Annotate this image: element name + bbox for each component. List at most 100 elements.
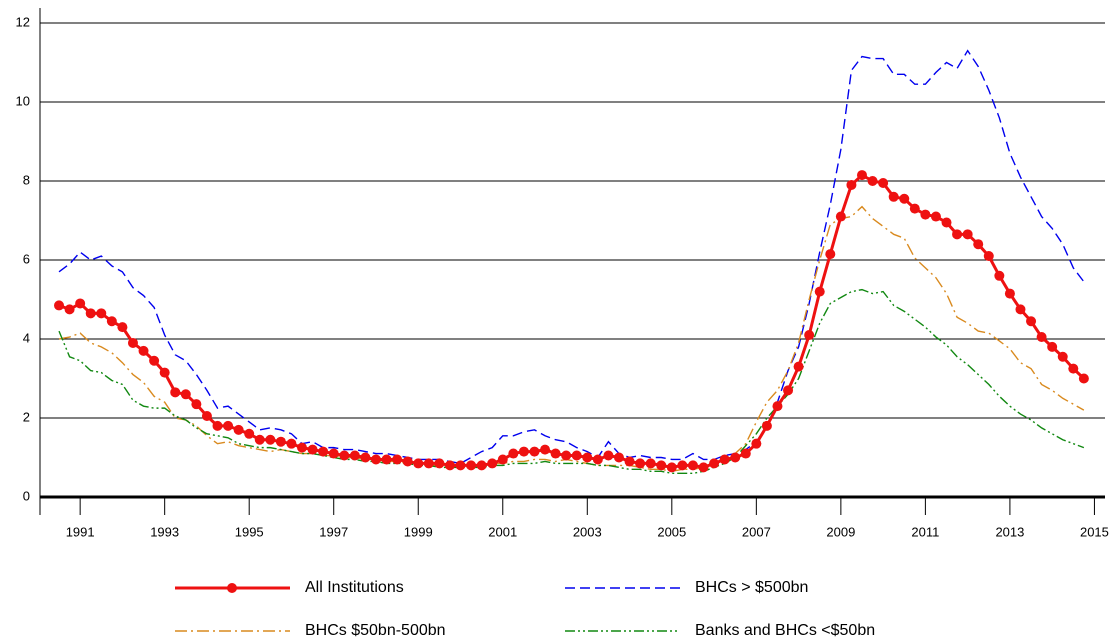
data-point (825, 249, 836, 260)
data-point (603, 450, 614, 461)
data-point (117, 322, 128, 333)
x-tick-label: 2005 (657, 524, 686, 539)
data-point (772, 401, 783, 412)
legend-label: BHCs > $500bn (695, 579, 808, 596)
data-point (85, 308, 96, 319)
data-point (201, 411, 212, 422)
data-point (487, 458, 498, 469)
data-point (909, 203, 920, 214)
y-tick-label: 0 (23, 488, 30, 503)
data-point (455, 460, 466, 471)
data-point (804, 330, 815, 341)
data-point (413, 458, 424, 469)
data-point (635, 458, 646, 469)
data-point (624, 456, 635, 467)
x-tick-label: 1997 (319, 524, 348, 539)
data-point (508, 448, 519, 459)
data-point (592, 454, 603, 465)
data-point (930, 211, 941, 222)
data-point (297, 442, 308, 453)
data-point (540, 444, 551, 455)
data-point (265, 434, 276, 445)
data-point (761, 420, 772, 431)
data-point (244, 428, 255, 439)
data-point (1057, 351, 1068, 362)
data-point (687, 460, 698, 471)
data-point (783, 385, 794, 396)
series-line (58, 205, 1085, 473)
series-line (58, 288, 1085, 474)
data-point (814, 286, 825, 297)
y-tick-label: 8 (23, 172, 30, 187)
data-point (212, 420, 223, 431)
data-point (962, 229, 973, 240)
data-point (328, 448, 339, 459)
y-tick-label: 6 (23, 251, 30, 266)
data-point (275, 436, 286, 447)
data-point (318, 446, 329, 457)
data-point (466, 460, 477, 471)
data-point (54, 300, 65, 311)
data-point (75, 298, 86, 309)
y-tick-label: 2 (23, 409, 30, 424)
x-tick-label: 2015 (1080, 524, 1109, 539)
data-point (233, 424, 244, 435)
data-point (444, 460, 455, 471)
data-point (740, 448, 751, 459)
data-point (1036, 332, 1047, 343)
x-tick-label: 1995 (235, 524, 264, 539)
y-tick-label: 10 (16, 93, 30, 108)
data-point (529, 446, 540, 457)
x-tick-label: 1991 (66, 524, 95, 539)
x-tick-label: 1993 (150, 524, 179, 539)
data-point (846, 179, 857, 190)
data-point (1078, 373, 1089, 384)
y-tick-label: 12 (16, 14, 30, 29)
data-point (561, 450, 572, 461)
x-tick-label: 2011 (911, 524, 939, 539)
data-point (867, 176, 878, 186)
x-tick-label: 2001 (488, 524, 517, 539)
data-point (370, 454, 381, 465)
data-point (994, 270, 1005, 281)
data-point (582, 452, 593, 463)
data-point (1004, 288, 1015, 299)
x-tick-label: 2007 (742, 524, 771, 539)
data-point (677, 460, 688, 471)
data-point (476, 460, 487, 471)
data-point (835, 211, 846, 222)
x-tick-label: 2009 (826, 524, 855, 539)
data-point (920, 209, 931, 220)
data-point (550, 448, 561, 459)
data-point (64, 304, 75, 315)
data-point (402, 456, 413, 467)
x-tick-label: 1999 (404, 524, 433, 539)
data-point (952, 229, 963, 240)
data-point (613, 452, 624, 463)
data-point (149, 355, 160, 366)
data-point (571, 450, 582, 461)
data-point (899, 193, 910, 204)
data-point (518, 446, 529, 457)
data-point (751, 438, 762, 449)
data-point (666, 462, 677, 473)
data-point (159, 367, 170, 378)
data-point (709, 458, 720, 469)
data-point (941, 217, 952, 228)
data-point (856, 170, 867, 181)
x-tick-label: 2013 (995, 524, 1024, 539)
data-point (983, 251, 994, 262)
data-point (170, 387, 181, 398)
series-line (58, 173, 1085, 469)
x-tick-label: 2003 (573, 524, 602, 539)
data-point (223, 420, 234, 431)
data-point (1047, 341, 1058, 352)
data-point (719, 454, 730, 465)
legend-marker (227, 583, 237, 593)
data-point (392, 454, 403, 465)
data-point (1026, 316, 1037, 327)
series-line (58, 49, 1085, 465)
data-point (180, 389, 191, 400)
legend-label: BHCs $50bn-500bn (305, 622, 446, 639)
data-point (286, 438, 297, 449)
